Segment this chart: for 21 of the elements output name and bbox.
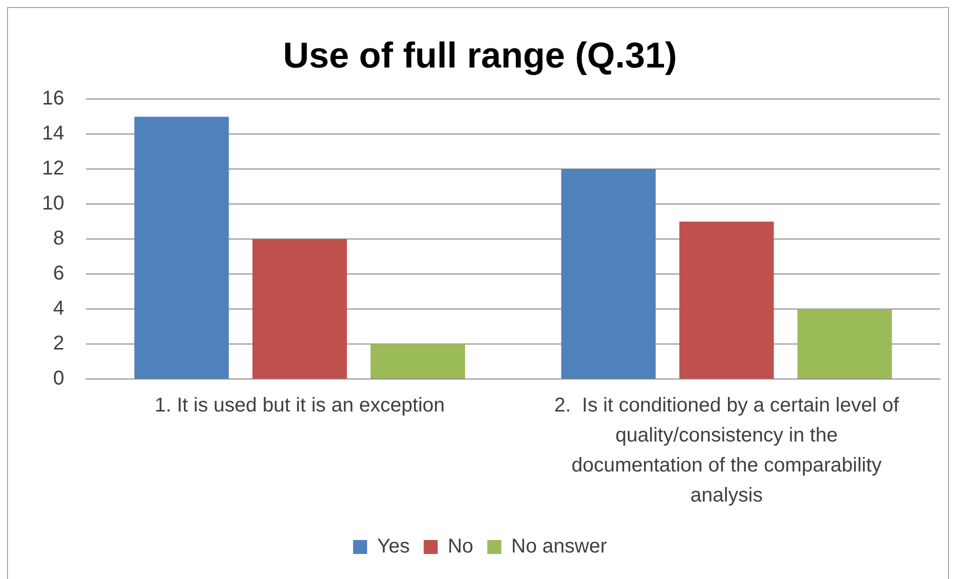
y-tick-label: 12 (42, 158, 64, 180)
y-tick-label: 16 (42, 88, 64, 110)
legend-label: No (448, 536, 474, 558)
bar (370, 344, 466, 378)
y-tick-label: 6 (53, 262, 64, 285)
y-tick-label: 14 (42, 122, 64, 145)
y-tick-label: 2 (53, 332, 64, 355)
x-tick-label: 2. Is it conditioned by a certain level of quality/consistency in the documentation of the comparability analysis (554, 394, 900, 507)
chart-title: Use of full range (Q.31) (282, 34, 678, 76)
y-tick-label: 0 (53, 368, 64, 390)
legend-label: No answer (511, 536, 608, 558)
y-tick-label: 8 (53, 228, 64, 250)
bar (561, 169, 656, 378)
bar (797, 309, 892, 378)
legend-label: Yes (377, 536, 410, 558)
y-tick-label: 10 (42, 192, 64, 215)
x-tick-label: 1. It is used but it is an exception (154, 394, 445, 417)
bar (679, 222, 774, 378)
bar (252, 239, 347, 378)
bar (134, 116, 229, 378)
y-tick-label: 4 (53, 298, 64, 320)
